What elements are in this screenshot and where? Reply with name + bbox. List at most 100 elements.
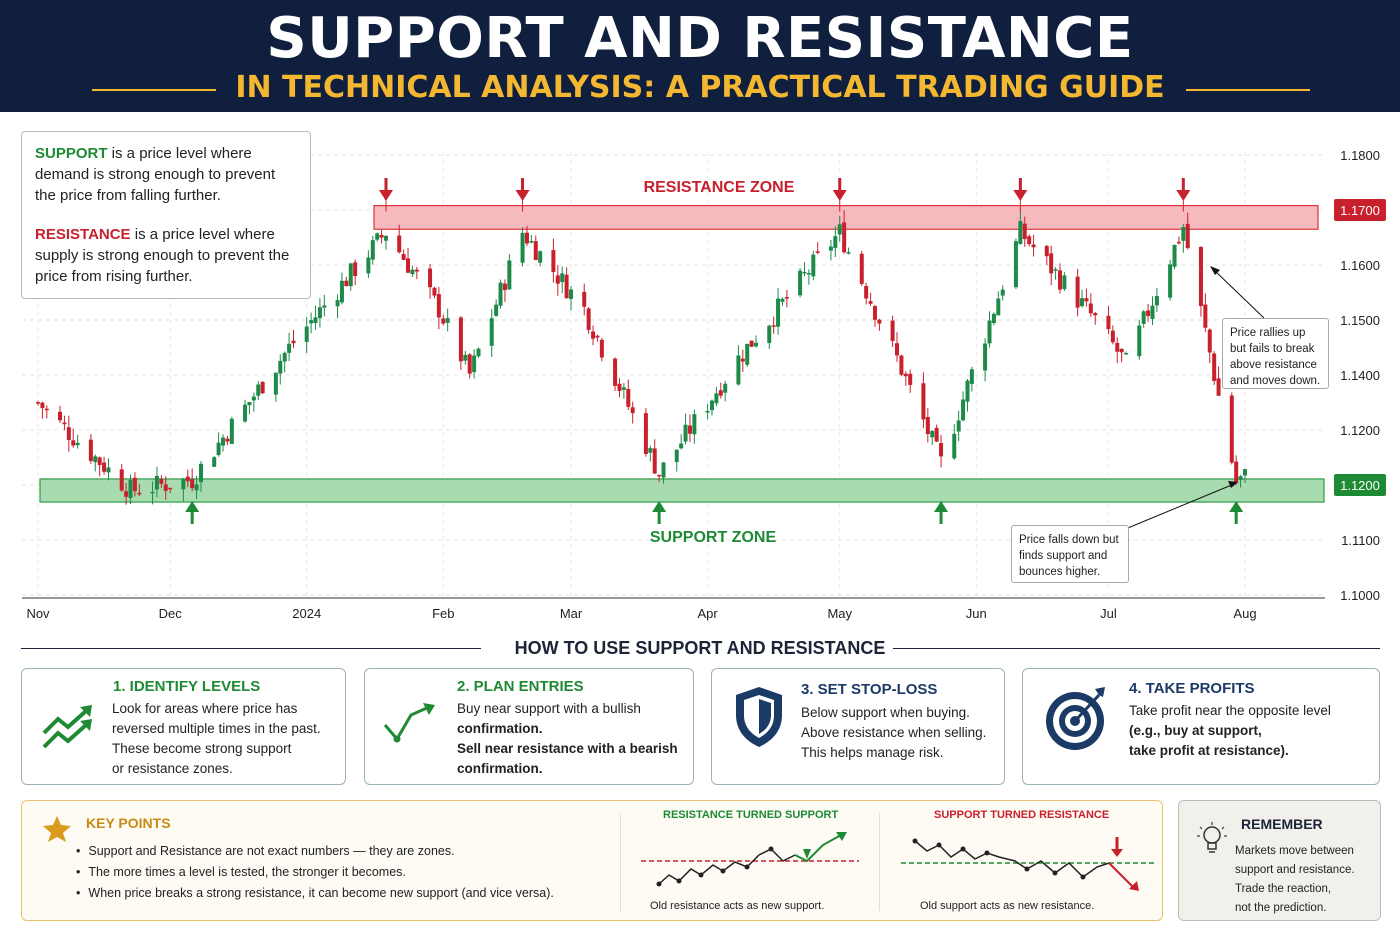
trend-up-arrows-icon — [42, 705, 92, 749]
candle-body — [132, 477, 137, 492]
down-arrow-icon — [515, 190, 530, 201]
candle-body — [401, 254, 406, 260]
candle-body — [88, 439, 93, 461]
candle-body — [44, 408, 49, 411]
key-point-item: The more times a level is tested, the st… — [88, 862, 554, 883]
candle-body — [229, 418, 234, 444]
candle-body — [996, 298, 1001, 316]
candle-body — [709, 400, 714, 411]
candle-body — [1031, 244, 1036, 248]
step-line: Above resistance when selling. — [801, 725, 987, 740]
candle-body — [555, 275, 560, 284]
candle-body — [815, 251, 820, 253]
support-zone — [39, 478, 1325, 503]
candle-body — [313, 317, 318, 324]
x-tick-label: Apr — [697, 606, 718, 621]
candle-body — [1229, 395, 1234, 463]
candle-body — [1062, 275, 1067, 290]
x-tick-label: Jul — [1100, 606, 1117, 621]
step-title-stoploss: 3. SET STOP-LOSS — [801, 681, 938, 698]
resistance-level-label: 1.1700 — [1340, 203, 1380, 218]
candle-body — [1154, 295, 1159, 306]
y-tick-label: 1.1500 — [1340, 313, 1380, 328]
up-arrow-icon — [185, 501, 200, 512]
up-arrow-icon — [934, 501, 949, 512]
candle-body — [71, 440, 76, 446]
candle-body — [225, 438, 230, 442]
candle-body — [309, 320, 314, 324]
candle-body — [784, 297, 789, 299]
lightbulb-icon — [1197, 822, 1227, 853]
candle-body — [1234, 461, 1239, 483]
candle-body — [595, 335, 600, 338]
chart-area: RESISTANCE ZONE SUPPORT ZONE 1.1800 1.1600… — [0, 112, 1400, 625]
candle-body — [441, 318, 446, 324]
candle-body — [185, 476, 190, 482]
candle-body — [304, 326, 309, 342]
key-point-item: When price breaks a strong resistance, i… — [88, 883, 554, 904]
remember-card: REMEMBER Markets move between support an… — [1178, 800, 1381, 921]
x-tick-label: Mar — [560, 606, 583, 621]
candle-body — [1198, 246, 1203, 306]
candle-body — [97, 457, 102, 466]
candle-body — [551, 250, 556, 273]
candle-body — [1000, 289, 1005, 296]
candle-body — [983, 343, 988, 371]
candle-body — [524, 232, 529, 244]
y-tick-label: 1.1600 — [1340, 258, 1380, 273]
resistance-text: is a price level where supply is strong … — [35, 226, 290, 285]
candle-body — [718, 390, 723, 396]
candle-body — [384, 235, 389, 241]
candle-body — [872, 306, 877, 320]
how-rule-left — [21, 648, 481, 649]
step-card-stoploss: 3. SET STOP-LOSS Below support when buyi… — [711, 668, 1005, 785]
candle-body — [842, 222, 847, 253]
step-title-profits: 4. TAKE PROFITS — [1129, 680, 1255, 697]
candle-body — [128, 479, 133, 498]
candle-body — [806, 273, 811, 275]
candle-body — [366, 257, 371, 274]
candle-body — [278, 360, 283, 374]
support-level-label: 1.1200 — [1340, 478, 1380, 493]
candle-body — [397, 235, 402, 253]
target-icon — [1046, 687, 1105, 750]
candle-body — [930, 431, 935, 438]
candle-body — [961, 399, 966, 421]
candle-body — [379, 235, 384, 238]
callout-arrowhead — [1210, 266, 1220, 275]
x-tick-label: 2024 — [292, 606, 321, 621]
candle-body — [432, 287, 437, 296]
x-tick-label: Aug — [1233, 606, 1256, 621]
candle-body — [868, 301, 873, 304]
resistance-definition: RESISTANCE is a price level where supply… — [35, 224, 297, 287]
candle-body — [124, 491, 129, 497]
candle-body — [154, 475, 159, 490]
candle-body — [1124, 353, 1129, 355]
candle-body — [1088, 303, 1093, 314]
candle-body — [75, 442, 80, 446]
candle-body — [767, 325, 772, 343]
star-icon — [43, 816, 71, 842]
support-keyword: SUPPORT — [35, 145, 108, 162]
candle-body — [106, 467, 111, 473]
step-text-profits: Take profit near the opposite level (e.g… — [1129, 701, 1374, 761]
step-line: Buy near support with a bullish — [457, 701, 641, 716]
candle-body — [837, 224, 842, 235]
candle-body — [472, 355, 477, 373]
step-line: or resistance zones. — [112, 761, 233, 776]
candle-body — [591, 331, 596, 339]
subtitle-rule-left — [92, 89, 216, 91]
support-level-badge — [1334, 474, 1386, 496]
x-tick-label: Nov — [26, 606, 50, 621]
candle-body — [899, 355, 904, 375]
candle-body — [564, 274, 569, 299]
candle-body — [168, 487, 173, 490]
candle-body — [1110, 330, 1115, 343]
key-points-title: KEY POINTS — [86, 815, 171, 831]
candle-body — [251, 396, 256, 401]
resistance-keyword: RESISTANCE — [35, 226, 131, 243]
candle-body — [243, 404, 248, 422]
candle-body — [282, 352, 287, 362]
candle-body — [798, 270, 803, 296]
candle-body — [630, 407, 635, 414]
